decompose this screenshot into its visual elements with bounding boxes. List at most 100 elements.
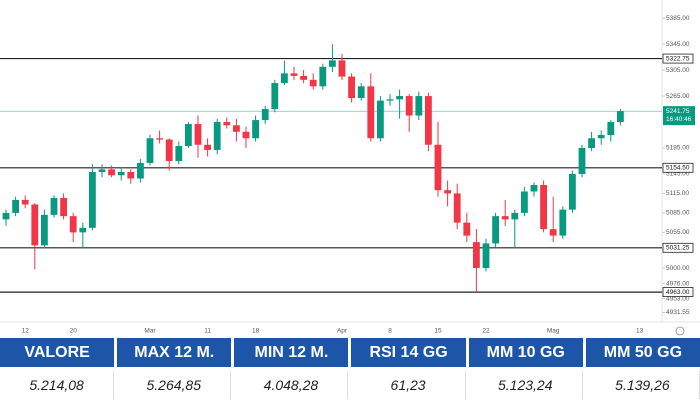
table-header: MM 50 GG bbox=[585, 338, 700, 367]
candle-body bbox=[511, 212, 519, 220]
candle-body bbox=[261, 109, 269, 121]
chart: 5385.00 5345.00 5305.00 5265.00 5185.00 5145.… bbox=[0, 0, 700, 338]
candle-body bbox=[405, 96, 413, 116]
candle-body bbox=[242, 131, 250, 139]
candle-body bbox=[597, 135, 605, 139]
y-tick-label: 5000.00 bbox=[666, 265, 690, 272]
x-tick-label: 22 bbox=[482, 328, 490, 335]
candle-body bbox=[89, 172, 96, 228]
chart-background bbox=[0, 0, 700, 338]
candle-body bbox=[108, 169, 115, 176]
table-cell: 61,23 bbox=[351, 371, 466, 399]
y-tick-label: 5115.00 bbox=[666, 190, 689, 197]
table-cell: 5.139,26 bbox=[585, 371, 700, 399]
candle-body bbox=[453, 193, 461, 223]
stats-table: VALORE MAX 12 M. MIN 12 M. RSI 14 GG MM … bbox=[0, 338, 700, 400]
candle-body bbox=[281, 73, 288, 84]
level-label: 5154.50 bbox=[666, 165, 690, 172]
y-tick-label: 5055.00 bbox=[666, 229, 690, 236]
table-cell: 5.214,08 bbox=[0, 371, 115, 399]
x-tick-label: Mag bbox=[547, 328, 560, 335]
y-tick-label: 5305.00 bbox=[666, 67, 690, 74]
candle-body bbox=[21, 199, 29, 205]
candle-body bbox=[444, 190, 451, 194]
candle-body bbox=[549, 229, 557, 236]
candle-body bbox=[2, 212, 10, 220]
candle-body bbox=[530, 184, 538, 192]
level-label-box bbox=[662, 162, 694, 173]
y-tick-label: 5085.00 bbox=[666, 210, 690, 217]
candle-body bbox=[12, 199, 19, 213]
table-header: MIN 12 M. bbox=[234, 338, 349, 367]
table-header: VALORE bbox=[0, 338, 115, 367]
candle-body bbox=[194, 123, 202, 145]
candle-body bbox=[425, 96, 432, 145]
level-label: 5031.25 bbox=[666, 245, 690, 252]
candle-body bbox=[175, 146, 183, 161]
candle-body bbox=[41, 214, 48, 246]
table-header: MM 10 GG bbox=[468, 338, 583, 367]
level-label: 4963.00 bbox=[666, 289, 690, 296]
table-cell: 5.264,85 bbox=[117, 371, 232, 399]
candle-body bbox=[319, 66, 327, 87]
candle-body bbox=[367, 86, 375, 139]
candle-body bbox=[271, 83, 279, 110]
candle-body bbox=[60, 197, 67, 217]
candle-body bbox=[300, 75, 307, 80]
y-tick-label: 5345.00 bbox=[666, 41, 690, 48]
candle-body bbox=[127, 172, 135, 179]
x-tick-label: Mar bbox=[144, 328, 156, 335]
y-tick-label: 5385.00 bbox=[666, 15, 690, 22]
x-tick-label: 15 bbox=[434, 328, 442, 335]
candle-body bbox=[223, 122, 231, 126]
y-tick-label: 4976.00 bbox=[666, 280, 690, 287]
candle-body bbox=[434, 144, 442, 191]
candle-body bbox=[473, 242, 480, 269]
candle-body bbox=[348, 76, 355, 99]
candle-body bbox=[617, 111, 624, 123]
x-tick-label: 20 bbox=[70, 328, 78, 335]
x-tick-label: Apr bbox=[337, 328, 348, 335]
candle-body bbox=[137, 162, 144, 179]
candle-body bbox=[338, 60, 346, 77]
candle-body bbox=[213, 122, 221, 150]
x-tick-label: 18 bbox=[252, 328, 260, 335]
candle-body bbox=[185, 123, 192, 147]
table-header: MAX 12 M. bbox=[117, 338, 232, 367]
candle-body bbox=[569, 173, 576, 210]
candle-body bbox=[521, 191, 528, 213]
candle-body bbox=[540, 184, 547, 230]
table-cell: 5.123,24 bbox=[468, 371, 583, 399]
x-tick-label: 11 bbox=[204, 328, 211, 335]
candle-body bbox=[559, 209, 567, 236]
x-tick-label: 13 bbox=[636, 328, 644, 335]
candle-body bbox=[357, 86, 365, 99]
candle-body bbox=[377, 100, 384, 139]
candle-body bbox=[69, 216, 77, 233]
level-label: 5322.75 bbox=[666, 55, 690, 62]
candle-body bbox=[290, 73, 298, 76]
y-tick-label: 5185.00 bbox=[666, 145, 690, 152]
last-price-box bbox=[663, 106, 695, 126]
candle-body bbox=[588, 138, 595, 148]
candle-body bbox=[607, 122, 615, 136]
candle-body bbox=[31, 204, 39, 246]
table-cell: 4.048,28 bbox=[234, 371, 349, 399]
candle-body bbox=[578, 147, 586, 174]
x-tick-label: 8 bbox=[388, 328, 392, 335]
candle-body bbox=[117, 172, 125, 176]
settings-icon[interactable] bbox=[675, 326, 685, 336]
candle-body bbox=[233, 125, 240, 132]
y-tick-label: 4953.00 bbox=[666, 295, 690, 302]
level-label-box bbox=[662, 287, 694, 297]
candle-body bbox=[165, 139, 173, 161]
candle-body bbox=[156, 138, 163, 140]
candle-body bbox=[415, 96, 423, 116]
x-tick-label: 12 bbox=[22, 328, 30, 335]
candle-body bbox=[252, 120, 259, 139]
candle-body bbox=[386, 99, 394, 101]
candle-body bbox=[329, 60, 336, 67]
y-tick-label: 4931.55 bbox=[666, 309, 690, 316]
candle-body bbox=[309, 79, 317, 87]
